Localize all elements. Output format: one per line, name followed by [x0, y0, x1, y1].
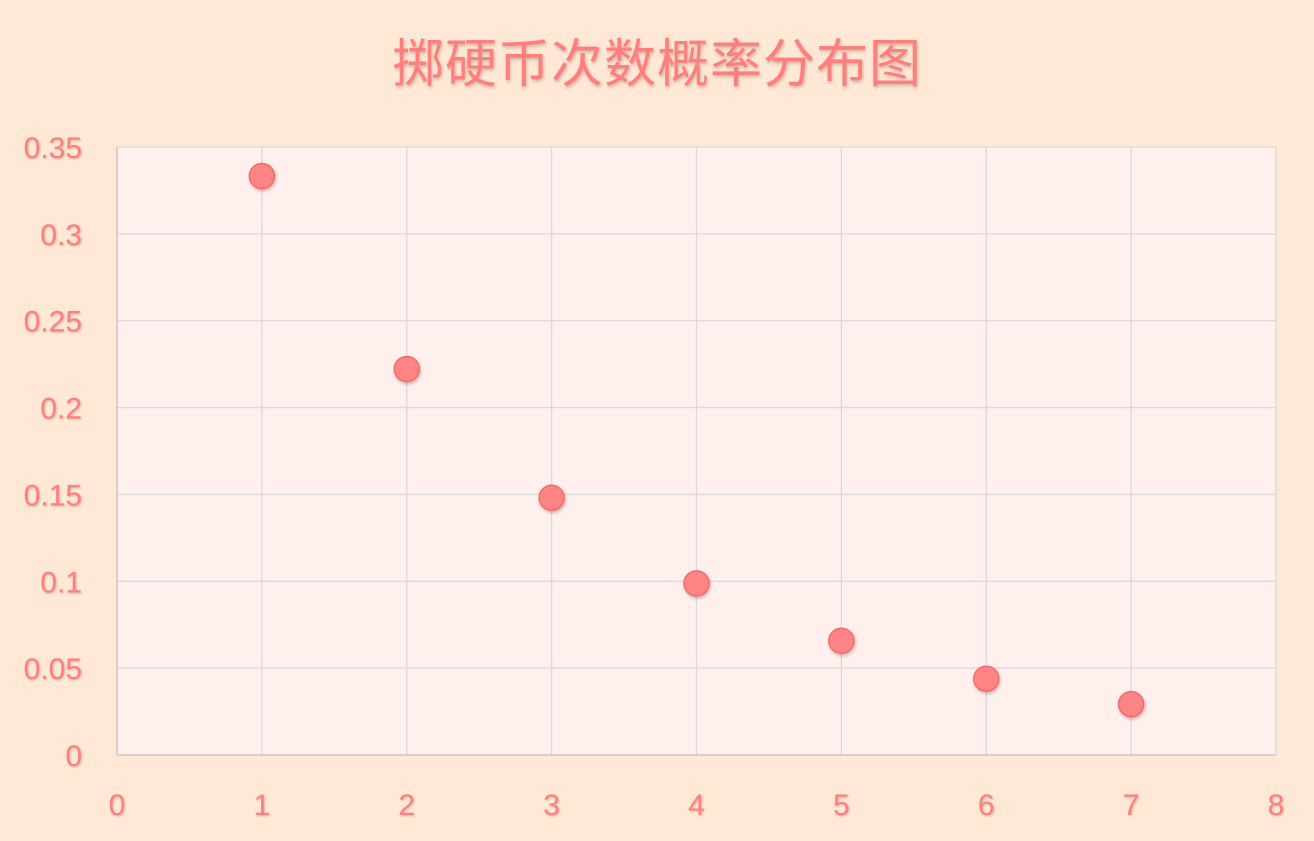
x-tick-label: 8 [1268, 789, 1285, 822]
x-tick-label: 6 [978, 789, 995, 822]
x-tick-label: 1 [254, 789, 271, 822]
x-tick-label: 7 [1123, 789, 1140, 822]
data-point [828, 627, 855, 654]
y-tick-label: 0.3 [40, 219, 82, 252]
x-tick-label: 3 [543, 789, 560, 822]
x-tick-label: 5 [833, 789, 850, 822]
x-tick-label: 4 [688, 789, 705, 822]
y-tick-label: 0.15 [24, 479, 82, 512]
data-points [248, 162, 1145, 718]
y-tick-label: 0.25 [24, 306, 82, 339]
data-point [683, 570, 710, 597]
x-tick-label: 2 [398, 789, 415, 822]
x-tick-label: 0 [109, 789, 126, 822]
chart-title: 掷硬币次数概率分布图 [391, 35, 922, 95]
data-point [973, 665, 1000, 692]
y-tick-label: 0.35 [24, 132, 82, 165]
data-point [538, 484, 565, 511]
axes [116, 147, 1276, 756]
y-tick-label: 0.05 [24, 653, 82, 686]
grid-lines [117, 146, 1277, 755]
data-point [248, 162, 276, 190]
y-tick-label: 0.2 [40, 393, 82, 426]
y-axis-tick-labels: 0 0.05 0.1 0.15 0.2 0.25 0.3 0.35 [24, 132, 82, 773]
y-tick-label: 0.1 [40, 566, 82, 599]
data-point [1117, 690, 1145, 718]
data-point [393, 355, 420, 383]
x-axis-tick-labels: 0 1 2 3 4 5 6 7 8 [109, 789, 1285, 822]
y-tick-label: 0 [65, 740, 82, 773]
